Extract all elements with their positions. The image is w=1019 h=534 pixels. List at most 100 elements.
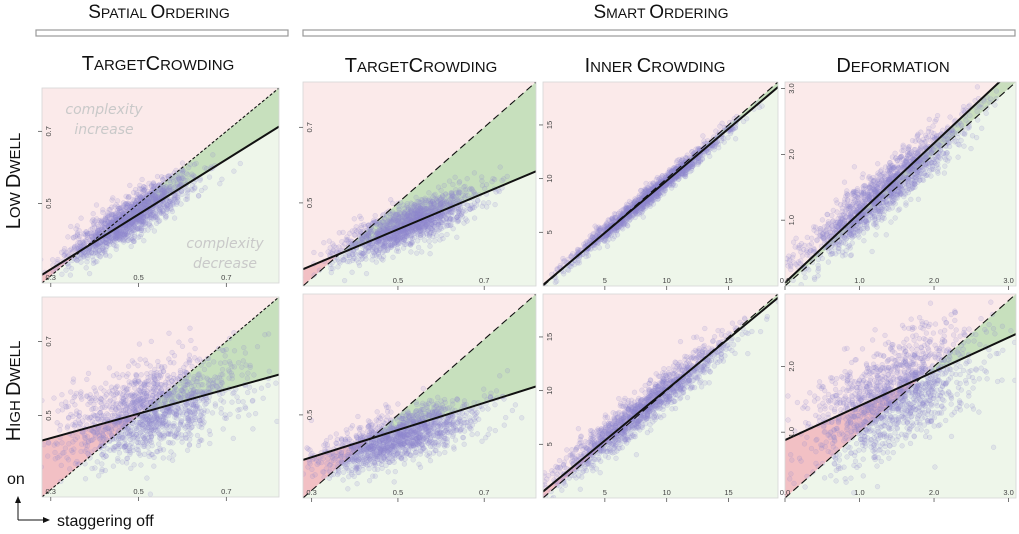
data-point xyxy=(143,219,149,226)
data-point xyxy=(424,219,430,225)
data-point xyxy=(90,260,97,267)
data-point xyxy=(421,225,427,231)
data-point xyxy=(418,196,424,203)
data-point xyxy=(184,188,190,194)
data-point xyxy=(116,236,122,242)
data-point xyxy=(107,219,113,226)
data-point xyxy=(102,220,108,226)
data-point xyxy=(117,207,123,213)
data-point xyxy=(173,167,179,174)
data-point xyxy=(130,204,136,210)
data-point xyxy=(124,233,131,239)
data-point xyxy=(94,221,100,228)
data-point xyxy=(122,225,128,231)
data-point xyxy=(106,242,113,248)
data-point xyxy=(138,231,144,238)
data-point xyxy=(376,224,383,230)
data-point xyxy=(123,200,129,207)
data-point xyxy=(99,241,106,247)
data-point xyxy=(589,234,596,240)
data-point xyxy=(167,205,174,212)
data-point xyxy=(485,200,492,206)
data-point xyxy=(732,136,739,142)
data-point xyxy=(172,196,178,203)
data-point xyxy=(404,212,410,218)
data-point xyxy=(379,249,386,255)
data-point xyxy=(415,244,422,251)
data-point xyxy=(127,203,133,210)
data-point xyxy=(370,249,377,255)
data-point xyxy=(80,231,87,237)
data-point xyxy=(111,221,118,228)
data-point xyxy=(124,237,131,244)
data-point xyxy=(422,211,428,217)
data-point xyxy=(112,214,118,221)
data-point xyxy=(388,235,395,241)
data-point xyxy=(103,236,109,242)
data-point xyxy=(163,184,170,190)
data-point xyxy=(74,231,80,238)
data-point xyxy=(114,219,120,225)
data-point xyxy=(428,200,434,206)
data-point xyxy=(393,248,400,254)
data-point xyxy=(113,202,119,208)
data-point xyxy=(388,211,394,218)
data-point xyxy=(144,217,151,223)
data-point xyxy=(144,192,150,198)
data-point xyxy=(107,206,113,213)
row-title-high-dwell: HIGH DWELL xyxy=(3,341,25,442)
data-point xyxy=(407,216,413,222)
data-point xyxy=(132,221,138,228)
data-point xyxy=(407,208,413,214)
data-point xyxy=(89,245,95,251)
data-point xyxy=(136,203,143,209)
data-point xyxy=(390,214,397,220)
data-point xyxy=(171,170,177,176)
data-point xyxy=(435,221,441,227)
data-point xyxy=(130,211,136,217)
data-point xyxy=(695,161,701,168)
data-point xyxy=(141,187,147,193)
data-point xyxy=(365,222,372,228)
data-point xyxy=(128,210,134,216)
data-point xyxy=(124,225,130,231)
data-point xyxy=(153,190,159,196)
data-point xyxy=(55,256,61,263)
data-point xyxy=(394,211,400,217)
data-point xyxy=(163,188,170,194)
data-point xyxy=(140,215,146,221)
data-point xyxy=(411,204,417,210)
data-point xyxy=(95,233,101,239)
data-point xyxy=(124,204,130,210)
data-point xyxy=(108,219,114,226)
data-point xyxy=(112,230,119,236)
data-point xyxy=(175,173,181,179)
data-point xyxy=(184,196,191,202)
data-point xyxy=(493,189,499,195)
data-point xyxy=(114,212,120,219)
data-point xyxy=(99,229,106,235)
data-point xyxy=(435,184,442,190)
panel-spatial-targetcrowding-low: 0.3 0.5 0.70.50.7 xyxy=(31,87,280,287)
data-point xyxy=(152,193,158,199)
data-point xyxy=(106,238,112,244)
data-point xyxy=(143,199,149,205)
data-point xyxy=(162,189,168,195)
data-point xyxy=(148,216,154,222)
data-point xyxy=(128,220,135,227)
data-point xyxy=(124,201,130,207)
data-point xyxy=(700,133,706,139)
data-point xyxy=(160,176,166,183)
data-point xyxy=(168,184,174,190)
data-point xyxy=(31,249,36,254)
data-point xyxy=(140,214,147,220)
data-point xyxy=(413,214,419,220)
data-point xyxy=(134,226,140,233)
data-point xyxy=(100,209,106,216)
data-point xyxy=(151,210,157,216)
data-point xyxy=(172,195,178,201)
data-point xyxy=(68,246,74,252)
x-tick-label: 5 xyxy=(603,276,607,285)
data-point xyxy=(188,186,195,193)
data-point xyxy=(130,238,137,245)
